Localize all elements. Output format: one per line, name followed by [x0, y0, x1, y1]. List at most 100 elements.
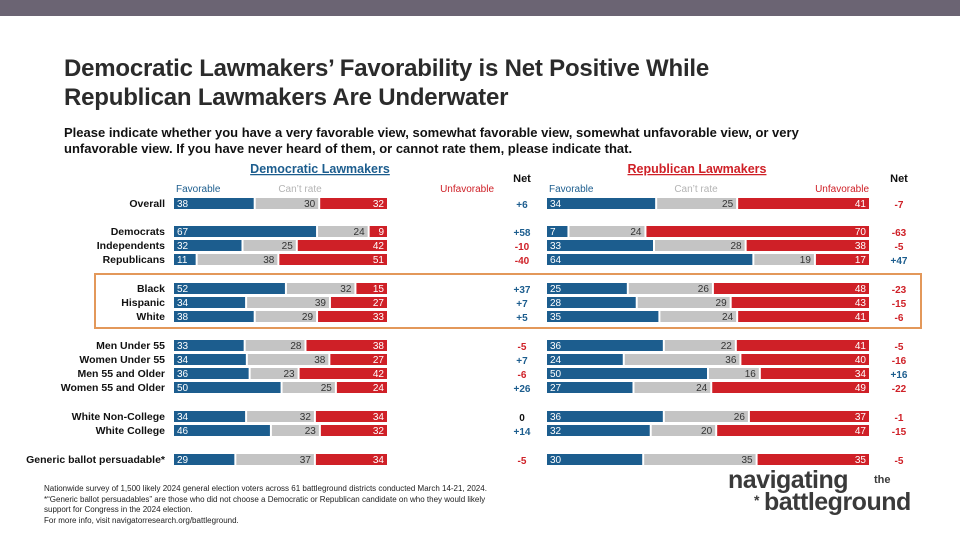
net-value: -7 — [895, 200, 904, 211]
bar-favorable — [547, 340, 663, 351]
data-label: 34 — [177, 298, 189, 309]
bar-unfavorable — [330, 354, 387, 365]
bar-cant-rate — [318, 226, 368, 237]
data-label: 25 — [550, 284, 562, 295]
footnote-line: For more info, visit navigatorresearch.o… — [44, 515, 239, 525]
data-label: 32 — [550, 426, 562, 437]
bar-unfavorable — [749, 411, 869, 422]
data-label: 26 — [734, 412, 746, 423]
data-label: 24 — [373, 383, 385, 394]
data-label: 27 — [373, 355, 385, 366]
bar-favorable — [174, 425, 270, 436]
data-label: 22 — [721, 341, 733, 352]
bar-favorable — [547, 198, 656, 209]
data-label: 52 — [177, 284, 189, 295]
bar-unfavorable — [318, 311, 387, 322]
data-label: 15 — [373, 284, 385, 295]
data-label: 25 — [722, 199, 734, 210]
bar-cant-rate — [236, 454, 314, 465]
bar-favorable — [547, 368, 707, 379]
net-value: -63 — [892, 228, 907, 239]
data-label: 37 — [300, 455, 312, 466]
data-label: 34 — [855, 369, 867, 380]
data-label: 20 — [701, 426, 713, 437]
data-label: 46 — [177, 426, 189, 437]
title-line-1: Democratic Lawmakers’ Favorability is Ne… — [64, 55, 710, 82]
bar-unfavorable — [356, 283, 387, 294]
category-label: Democrats — [111, 226, 165, 238]
bar-favorable — [174, 198, 254, 209]
net-value: -15 — [892, 299, 907, 310]
bar-favorable — [547, 354, 623, 365]
bar-cant-rate — [250, 368, 298, 379]
data-label: 34 — [550, 199, 562, 210]
data-label: 23 — [283, 369, 295, 380]
data-label: 50 — [177, 383, 189, 394]
bar-unfavorable — [320, 198, 387, 209]
footnotes: Nationwide survey of 1,500 likely 2024 g… — [44, 484, 604, 526]
bar-cant-rate — [660, 311, 737, 322]
net-value: +5 — [516, 313, 528, 324]
bar-favorable — [547, 254, 753, 265]
data-label: 33 — [373, 312, 385, 323]
data-label: 32 — [373, 199, 385, 210]
data-label: 27 — [373, 298, 385, 309]
bar-favorable — [174, 240, 242, 251]
highlight-box — [94, 273, 922, 329]
footnote-line: support for Congress in the 2024 electio… — [44, 505, 193, 514]
bar-unfavorable — [279, 254, 387, 265]
data-label: 24 — [722, 312, 734, 323]
bar-unfavorable — [738, 198, 869, 209]
category-label: Overall — [129, 198, 165, 210]
data-label: 19 — [800, 255, 812, 266]
logo-battleground: battleground — [764, 488, 911, 516]
data-label: 34 — [177, 412, 189, 423]
legend-cant-rate: Can’t rate — [278, 184, 322, 195]
data-label: 36 — [725, 355, 737, 366]
data-label: 38 — [855, 241, 867, 252]
bar-cant-rate — [754, 254, 814, 265]
data-label: 29 — [716, 298, 728, 309]
bar-favorable — [174, 354, 246, 365]
data-label: 24 — [550, 355, 562, 366]
net-value: -5 — [518, 342, 527, 353]
bar-cant-rate — [655, 240, 745, 251]
data-label: 30 — [550, 455, 562, 466]
bar-favorable — [547, 240, 653, 251]
bar-cant-rate — [634, 382, 711, 393]
bar-favorable — [547, 226, 568, 237]
bar-favorable — [174, 226, 317, 237]
bar-unfavorable — [760, 368, 869, 379]
net-value: +6 — [516, 200, 528, 211]
category-label: White — [136, 311, 165, 323]
category-label: Independents — [97, 240, 165, 252]
data-label: 38 — [263, 255, 275, 266]
bar-favorable — [547, 411, 663, 422]
category-label: White College — [96, 425, 166, 437]
data-label: 9 — [378, 227, 384, 238]
bar-unfavorable — [297, 240, 387, 251]
bar-favorable — [174, 368, 249, 379]
bar-cant-rate — [637, 297, 730, 308]
top-bar — [0, 0, 960, 16]
bar-cant-rate — [255, 311, 317, 322]
bar-cant-rate — [286, 283, 355, 294]
bar-cant-rate — [644, 454, 756, 465]
bar-favorable — [547, 425, 650, 436]
legend-favorable: Favorable — [549, 184, 594, 195]
net-value: -5 — [895, 242, 904, 253]
net-header: Net — [890, 173, 908, 185]
net-value: -10 — [515, 242, 530, 253]
data-label: 24 — [630, 227, 642, 238]
bar-cant-rate — [271, 425, 319, 436]
bar-favorable — [547, 297, 636, 308]
bar-unfavorable — [738, 311, 869, 322]
bar-cant-rate — [664, 340, 735, 351]
bar-favorable — [174, 382, 281, 393]
data-label: 47 — [855, 426, 867, 437]
data-label: 38 — [177, 312, 189, 323]
data-label: 41 — [855, 199, 867, 210]
panel-header: Republican Lawmakers — [628, 162, 767, 176]
net-value: -5 — [895, 342, 904, 353]
bar-unfavorable — [746, 240, 869, 251]
